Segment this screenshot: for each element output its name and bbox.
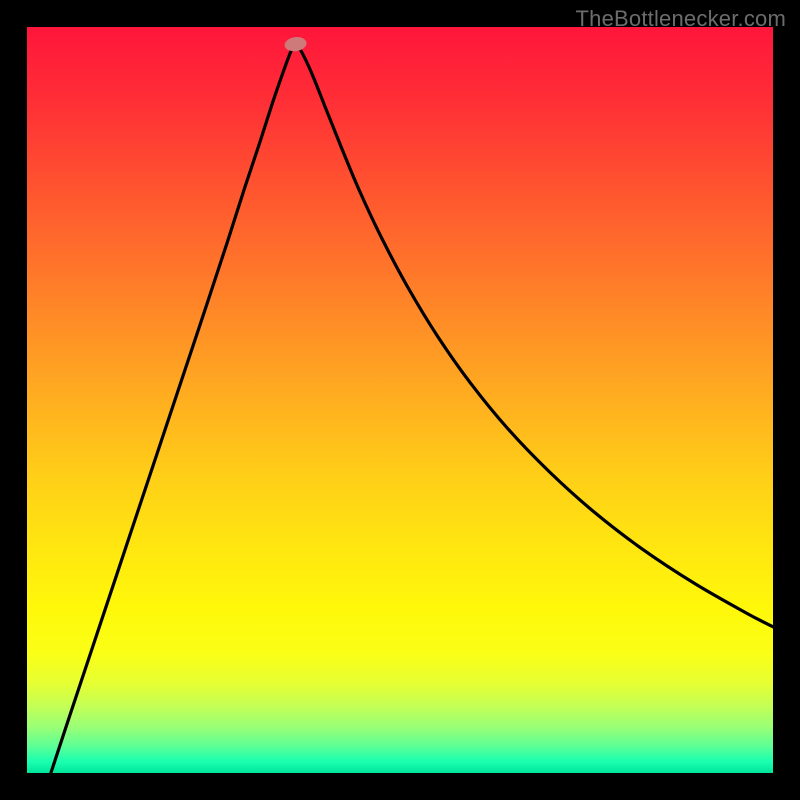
- watermark-text: TheBottlenecker.com: [576, 6, 786, 32]
- gradient-background: [27, 27, 773, 773]
- plot-area: [27, 27, 773, 773]
- chart-svg: [27, 27, 773, 773]
